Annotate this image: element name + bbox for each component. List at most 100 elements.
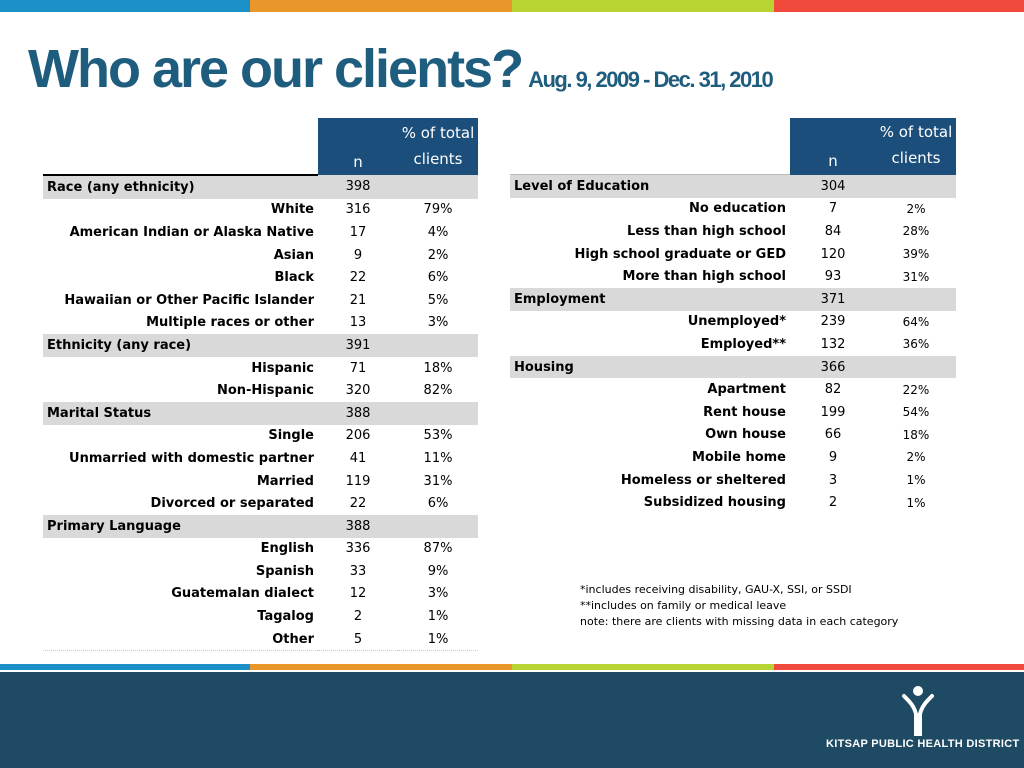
category-label: Ethnicity (any race) bbox=[43, 334, 318, 357]
header-blank bbox=[43, 118, 318, 148]
row-label: Guatemalan dialect bbox=[171, 586, 314, 602]
table-row: Unmarried with domestic partner 41 11% bbox=[43, 447, 478, 470]
category-label: Marital Status bbox=[43, 401, 318, 425]
table-row: Homeless or sheltered 3 1% bbox=[510, 469, 956, 492]
row-pct: 1% bbox=[906, 473, 926, 488]
row-pct: 1% bbox=[427, 609, 449, 625]
row-n: 120 bbox=[820, 246, 846, 262]
demographics-table-right: % of total clients n Level of Education 304… bbox=[510, 118, 956, 514]
row-label: Hawaiian or Other Pacific Islander bbox=[64, 292, 314, 308]
category-row: Housing 366 bbox=[510, 355, 956, 379]
row-n: 2 bbox=[353, 609, 363, 625]
row-n: 21 bbox=[349, 292, 367, 308]
table-row: Rent house 199 54% bbox=[510, 401, 956, 424]
row-n: 22 bbox=[349, 270, 367, 286]
table-row: Divorced or separated 22 6% bbox=[43, 492, 478, 515]
row-label: American Indian or Alaska Native bbox=[69, 224, 314, 240]
row-label: Black bbox=[274, 270, 315, 286]
row-label: Hispanic bbox=[251, 360, 314, 376]
row-n: 33 bbox=[349, 563, 367, 579]
row-pct: 6% bbox=[427, 270, 449, 286]
table-row: Black 22 6% bbox=[43, 266, 478, 289]
table-row: Other 5 1% bbox=[43, 628, 478, 651]
row-pct: 11% bbox=[423, 450, 453, 466]
row-n: 13 bbox=[349, 315, 367, 331]
row-pct: 2% bbox=[906, 201, 926, 216]
table-row: Apartment 82 22% bbox=[510, 378, 956, 401]
row-n: 82 bbox=[824, 382, 842, 398]
header-pct: % of total clients bbox=[876, 118, 956, 175]
row-label: White bbox=[270, 202, 314, 218]
header-n-top bbox=[790, 118, 876, 148]
table-row: Multiple races or other 13 3% bbox=[43, 312, 478, 335]
row-pct: 31% bbox=[423, 473, 453, 489]
category-pct-empty bbox=[876, 174, 956, 198]
row-n: 119 bbox=[345, 473, 371, 489]
row-label: No education bbox=[688, 201, 786, 217]
row-n: 41 bbox=[349, 450, 367, 466]
row-pct: 3% bbox=[427, 586, 449, 602]
row-pct: 1% bbox=[427, 631, 449, 647]
category-n: 398 bbox=[318, 175, 398, 199]
table-row: Spanish 33 9% bbox=[43, 560, 478, 583]
row-n: 320 bbox=[345, 383, 371, 399]
header-n: n bbox=[318, 148, 398, 175]
row-n: 71 bbox=[349, 360, 367, 376]
header-n: n bbox=[790, 148, 876, 175]
header-blank bbox=[510, 118, 790, 148]
footnotes: *includes receiving disability, GAU-X, S… bbox=[580, 582, 898, 630]
title-date-range: Aug. 9, 2009 - Dec. 31, 2010 bbox=[528, 67, 774, 92]
row-pct: 53% bbox=[423, 428, 453, 444]
row-n: 3 bbox=[828, 472, 838, 488]
row-n: 206 bbox=[345, 428, 371, 444]
row-pct: 87% bbox=[423, 541, 453, 557]
row-label: Subsidized housing bbox=[643, 495, 786, 511]
category-n: 388 bbox=[318, 401, 398, 425]
footnote-1: *includes receiving disability, GAU-X, S… bbox=[580, 583, 852, 596]
footer-band bbox=[0, 672, 1024, 768]
row-label: Employed** bbox=[700, 336, 786, 352]
category-pct-empty bbox=[876, 355, 956, 379]
footnote-2: **includes on family or medical leave bbox=[580, 599, 787, 612]
category-row: Level of Education 304 bbox=[510, 174, 956, 198]
row-n: 199 bbox=[820, 404, 846, 420]
category-row: Ethnicity (any race) 391 bbox=[43, 334, 478, 357]
footer-bar-blue bbox=[0, 664, 250, 670]
category-n: 391 bbox=[318, 334, 398, 357]
category-n: 371 bbox=[790, 287, 876, 311]
row-pct: 79% bbox=[423, 202, 453, 218]
row-label: Single bbox=[268, 428, 314, 444]
category-label: Level of Education bbox=[510, 174, 790, 198]
table-row: White 316 79% bbox=[43, 199, 478, 222]
row-label: Asian bbox=[273, 247, 314, 263]
table-row: Non-Hispanic 320 82% bbox=[43, 379, 478, 402]
row-pct: 28% bbox=[902, 224, 930, 239]
header-blank-underline bbox=[510, 148, 790, 175]
footer-bar-green bbox=[512, 664, 774, 670]
category-label: Primary Language bbox=[43, 514, 318, 538]
title-main: Who are our clients? bbox=[28, 39, 524, 99]
row-pct: 54% bbox=[902, 405, 930, 420]
slide-title: Who are our clients? Aug. 9, 2009 - Dec. … bbox=[28, 38, 774, 100]
row-label: Divorced or separated bbox=[150, 496, 314, 512]
row-pct: 1% bbox=[906, 495, 926, 510]
row-pct: 6% bbox=[427, 496, 449, 512]
category-row: Primary Language 388 bbox=[43, 514, 478, 538]
row-label: Homeless or sheltered bbox=[620, 472, 786, 488]
category-pct-empty bbox=[398, 175, 478, 199]
row-n: 9 bbox=[828, 449, 838, 465]
category-label: Housing bbox=[510, 355, 790, 379]
row-n: 2 bbox=[828, 495, 838, 511]
table-row: English 336 87% bbox=[43, 538, 478, 561]
row-label: Less than high school bbox=[627, 223, 786, 239]
top-bar-red bbox=[774, 0, 1024, 12]
row-label: Tagalog bbox=[257, 609, 314, 625]
category-pct-empty bbox=[398, 334, 478, 357]
row-n: 336 bbox=[345, 541, 371, 557]
row-pct: 22% bbox=[902, 382, 930, 397]
table-row: Less than high school 84 28% bbox=[510, 220, 956, 243]
row-label: High school graduate or GED bbox=[574, 246, 786, 262]
table-row: Asian 9 2% bbox=[43, 244, 478, 267]
row-label: Mobile home bbox=[692, 449, 786, 465]
table-row: Married 119 31% bbox=[43, 470, 478, 493]
